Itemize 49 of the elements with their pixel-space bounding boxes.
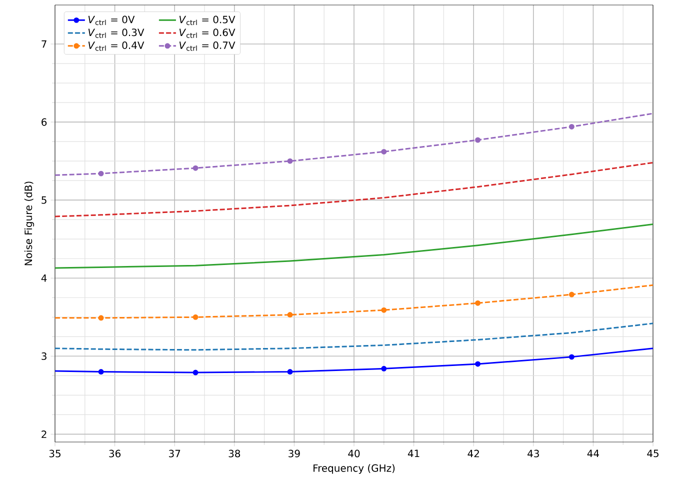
- legend-label: V$_{ctrl}$ = 0.6V: [179, 28, 236, 38]
- line-series: [55, 284, 654, 321]
- point: [475, 361, 481, 367]
- x-tick-label: 37: [169, 450, 180, 458]
- point: [568, 354, 574, 360]
- point: [192, 165, 198, 171]
- x-axis-title: Frequency (GHz): [314, 464, 395, 474]
- x-tick-label: 45: [647, 450, 658, 458]
- x-tick-label: 38: [228, 450, 240, 458]
- point: [287, 369, 293, 375]
- legend-label: V$_{ctrl}$ = 0V: [88, 16, 135, 26]
- point: [568, 124, 574, 130]
- x-tick-label: 39: [288, 450, 300, 458]
- x-tick-label: 36: [109, 450, 121, 458]
- y-tick-label: 3: [42, 352, 46, 360]
- line-series: [55, 322, 654, 351]
- legend-label: V$_{ctrl}$ = 0.4V: [88, 41, 144, 51]
- point: [568, 292, 574, 298]
- point: [381, 366, 387, 372]
- y-tick-label: 6: [42, 118, 47, 126]
- point: [287, 312, 293, 318]
- line-series: [55, 162, 654, 218]
- legend-label: V$_{ctrl}$ = 0.3V: [88, 28, 144, 38]
- point: [381, 307, 387, 313]
- point: [381, 148, 387, 154]
- legend-label: V$_{ctrl}$ = 0.5V: [179, 16, 236, 26]
- point: [98, 315, 104, 321]
- x-tick-label: 42: [468, 450, 479, 458]
- y-tick-label: 4: [41, 274, 47, 282]
- point: [98, 170, 104, 176]
- y-tick-label: 5: [42, 196, 46, 204]
- line-series: [55, 224, 654, 269]
- line-series: [55, 112, 654, 176]
- legend-label: V$_{ctrl}$ = 0.7V: [179, 41, 236, 51]
- point: [192, 314, 198, 320]
- point: [475, 300, 481, 306]
- x-tick-label: 44: [587, 450, 599, 458]
- point: [98, 369, 104, 375]
- line-series: [55, 348, 654, 376]
- point: [192, 370, 198, 376]
- x-tick-label: 35: [49, 450, 60, 458]
- point: [475, 137, 481, 143]
- y-tick-label: 7: [42, 40, 46, 48]
- x-tick-label: 41: [408, 450, 420, 458]
- point: [287, 158, 293, 164]
- x-tick-label: 40: [348, 450, 360, 458]
- x-tick-label: 43: [528, 450, 539, 458]
- y-axis-title: Noise Figure (dB): [24, 182, 34, 266]
- y-tick-label: 2: [42, 430, 46, 438]
